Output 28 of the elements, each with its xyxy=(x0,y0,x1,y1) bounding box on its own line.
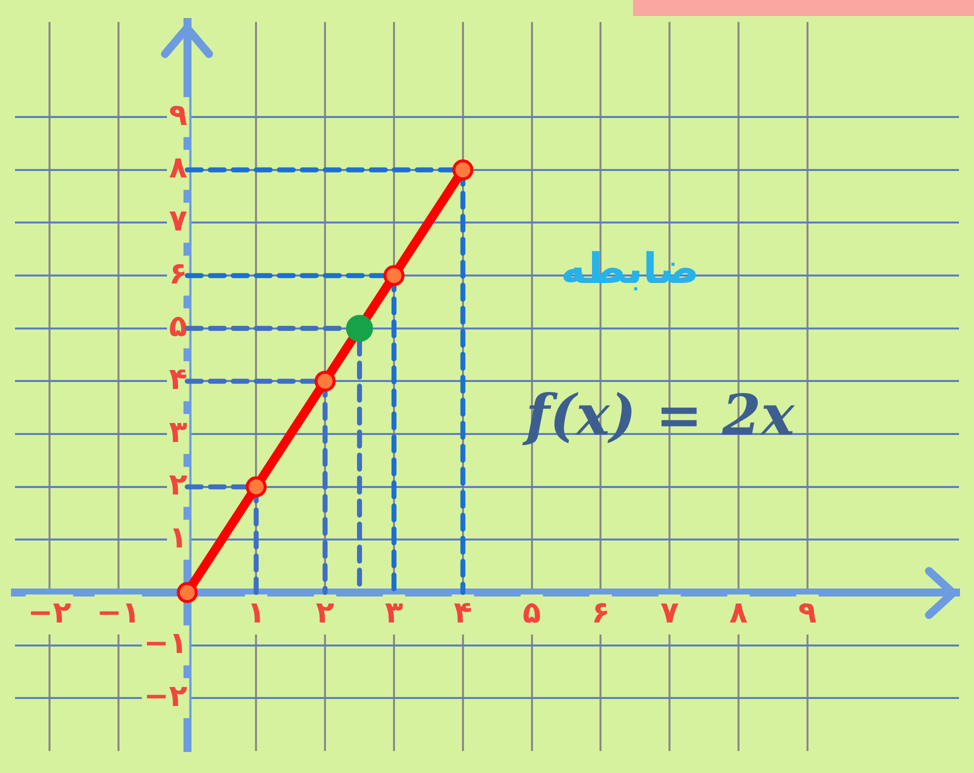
y-tick-label: ۹ xyxy=(168,98,188,133)
point xyxy=(383,265,404,286)
x-tick-label: ۸ xyxy=(729,595,748,630)
y-tick-label: ۴ xyxy=(168,362,188,398)
x-tick-label: ۳ xyxy=(384,595,404,630)
y-tick-label: ۲ xyxy=(168,468,188,503)
x-tick-label: ۹ xyxy=(798,595,817,630)
point xyxy=(346,314,374,342)
y-tick-label: ۷ xyxy=(168,204,188,239)
x-tick-label: −۱ xyxy=(96,595,140,630)
point xyxy=(314,370,336,392)
x-tick-label: ۶ xyxy=(592,595,610,630)
y-tick-label: ۸ xyxy=(168,150,188,186)
y-tick-label: ۵ xyxy=(168,309,188,344)
x-tick-label: −۲ xyxy=(28,595,72,630)
point xyxy=(176,582,198,604)
point xyxy=(246,476,267,498)
y-tick-label: ۳ xyxy=(168,414,188,450)
y-tick-label: −۲ xyxy=(144,678,188,714)
x-tick-label: ۴ xyxy=(454,595,472,630)
y-tick-label: −۱ xyxy=(144,626,188,662)
point xyxy=(452,159,474,180)
x-tick-label: ۵ xyxy=(522,595,541,630)
x-tick-label: ۲ xyxy=(316,595,334,630)
y-tick-label: ۶ xyxy=(168,256,188,292)
x-tick-label: ۷ xyxy=(660,595,679,630)
y-tick-label: ۱ xyxy=(168,520,188,556)
x-tick-label: ۱ xyxy=(247,595,266,630)
